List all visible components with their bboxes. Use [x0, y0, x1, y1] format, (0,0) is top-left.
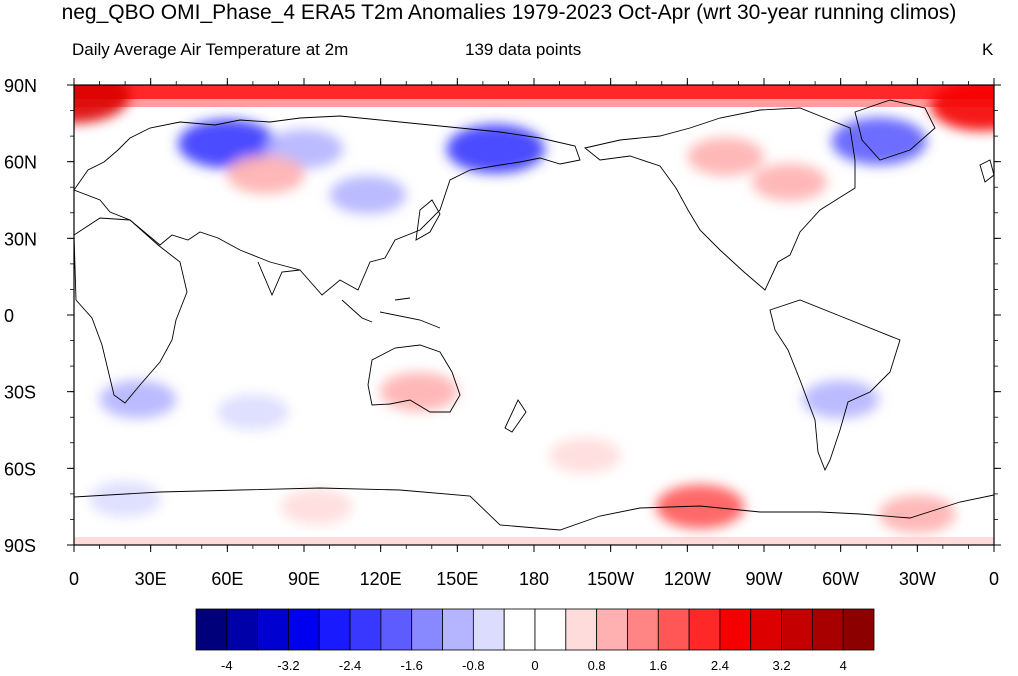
colorbar-box-1: [226, 608, 259, 651]
lon-label: 60W: [822, 569, 859, 589]
colorbar-label: 1.6: [649, 658, 667, 673]
coast-newzealand: [504, 399, 527, 433]
anomaly-blob-10: [99, 380, 177, 419]
colorbar-box-5: [349, 608, 382, 651]
anomaly-blob-5: [226, 154, 305, 195]
lon-label: 0: [989, 569, 999, 589]
lon-label: 120W: [664, 569, 711, 589]
lon-label: 180: [519, 569, 549, 589]
anomaly-blob-3: [446, 124, 545, 174]
colorbar-box-12: [565, 608, 598, 651]
colorbar-box-19: [781, 608, 813, 651]
colorbar-label: 3.2: [773, 658, 791, 673]
colorbar-label: -0.8: [462, 658, 484, 673]
colorbar-box-8: [442, 608, 474, 651]
coast-japan: [415, 199, 441, 241]
colorbar-box-16: [688, 608, 721, 651]
colorbar-box-11: [534, 608, 567, 651]
colorbar-label: 2.4: [711, 658, 729, 673]
colorbar-box-6: [380, 608, 413, 651]
anomaly-blob-4: [831, 117, 927, 166]
anomaly-blob-6: [687, 137, 765, 176]
colorbar-box-3: [288, 608, 320, 651]
anomaly-field: [74, 85, 994, 545]
anomaly-blob-17: [280, 488, 353, 525]
lon-label: 120E: [360, 569, 402, 589]
lon-label: 30W: [899, 569, 936, 589]
lon-label: 150E: [436, 569, 478, 589]
lat-label: 30N: [4, 229, 37, 249]
arctic-warm-band-outer: [74, 99, 994, 107]
colorbar-label: 0.8: [588, 658, 606, 673]
anomaly-blob-11: [379, 372, 459, 412]
colorbar-label: -1.6: [401, 658, 423, 673]
colorbar-label: 4: [840, 658, 847, 673]
colorbar-box-18: [750, 608, 782, 651]
coast-australia: [367, 344, 461, 413]
coast-eurasia: [74, 115, 581, 296]
colorbar: -4 -3.2 -2.4 -1.6 -0.8 0 0.8 1.6 2.4 3.2 4: [195, 608, 875, 673]
anomaly-blob-14: [655, 484, 745, 529]
lon-label: 90W: [745, 569, 782, 589]
colorbar-box-21: [842, 608, 875, 651]
anomaly-blob-7: [752, 163, 828, 201]
lat-label: 90S: [4, 536, 36, 556]
units-label: K: [982, 40, 994, 59]
arctic-warm-band: [74, 85, 994, 99]
lat-label: 30S: [4, 383, 36, 403]
anomaly-blob-15: [878, 495, 956, 534]
coast-indonesia: [341, 297, 441, 329]
coast-britain: [979, 159, 994, 183]
anomaly-blob-16: [89, 481, 161, 517]
colorbar-box-7: [411, 608, 443, 651]
subtitle-left: Daily Average Air Temperature at 2m: [72, 40, 349, 59]
colorbar-label: -3.2: [277, 658, 299, 673]
lat-label: 60N: [4, 153, 37, 173]
coast-antarctica: [74, 487, 994, 531]
map-axes: 90N 60N 30N 0 30S 60S 90S 0 30E 60E 90E 120E 150E 180…: [4, 76, 1001, 589]
anomaly-blob-8: [74, 85, 130, 124]
lon-label: 60E: [211, 569, 243, 589]
lon-label: 90E: [288, 569, 320, 589]
colorbar-box-13: [596, 608, 628, 651]
lat-label: 90N: [4, 76, 37, 96]
colorbar-box-0: [195, 608, 228, 651]
colorbar-box-9: [472, 608, 505, 651]
subtitle-center: 139 data points: [465, 40, 582, 59]
anomaly-blob-13: [217, 394, 289, 431]
colorbar-label: 0: [531, 658, 538, 673]
colorbar-label: -2.4: [339, 658, 361, 673]
coast-south-america: [769, 299, 901, 472]
coast-north-america: [583, 107, 856, 291]
coast-greenland: [854, 99, 936, 161]
colorbar-box-17: [719, 608, 752, 651]
lon-label: 0: [69, 569, 79, 589]
colorbar-box-10: [503, 608, 536, 651]
colorbar-label: -4: [221, 658, 233, 673]
colorbar-box-4: [318, 608, 351, 651]
anomaly-blob-9: [930, 85, 994, 131]
coastlines: [74, 99, 994, 531]
lon-label: 150W: [587, 569, 634, 589]
anomaly-blob-12: [802, 380, 880, 419]
antarctic-edge-band: [74, 537, 994, 545]
colorbar-box-14: [627, 608, 659, 651]
lon-label: 30E: [135, 569, 167, 589]
anomaly-blob-2: [329, 175, 407, 215]
lat-label: 0: [4, 306, 14, 326]
colorbar-box-20: [811, 608, 844, 651]
coast-india: [257, 261, 301, 297]
figure-title: neg_QBO OMI_Phase_4 ERA5 T2m Anomalies 1…: [61, 1, 957, 24]
lat-label: 60S: [4, 459, 36, 479]
anomaly-blob-18: [549, 437, 621, 474]
colorbar-box-15: [657, 608, 690, 651]
coast-africa: [74, 217, 188, 404]
colorbar-box-2: [257, 608, 289, 651]
